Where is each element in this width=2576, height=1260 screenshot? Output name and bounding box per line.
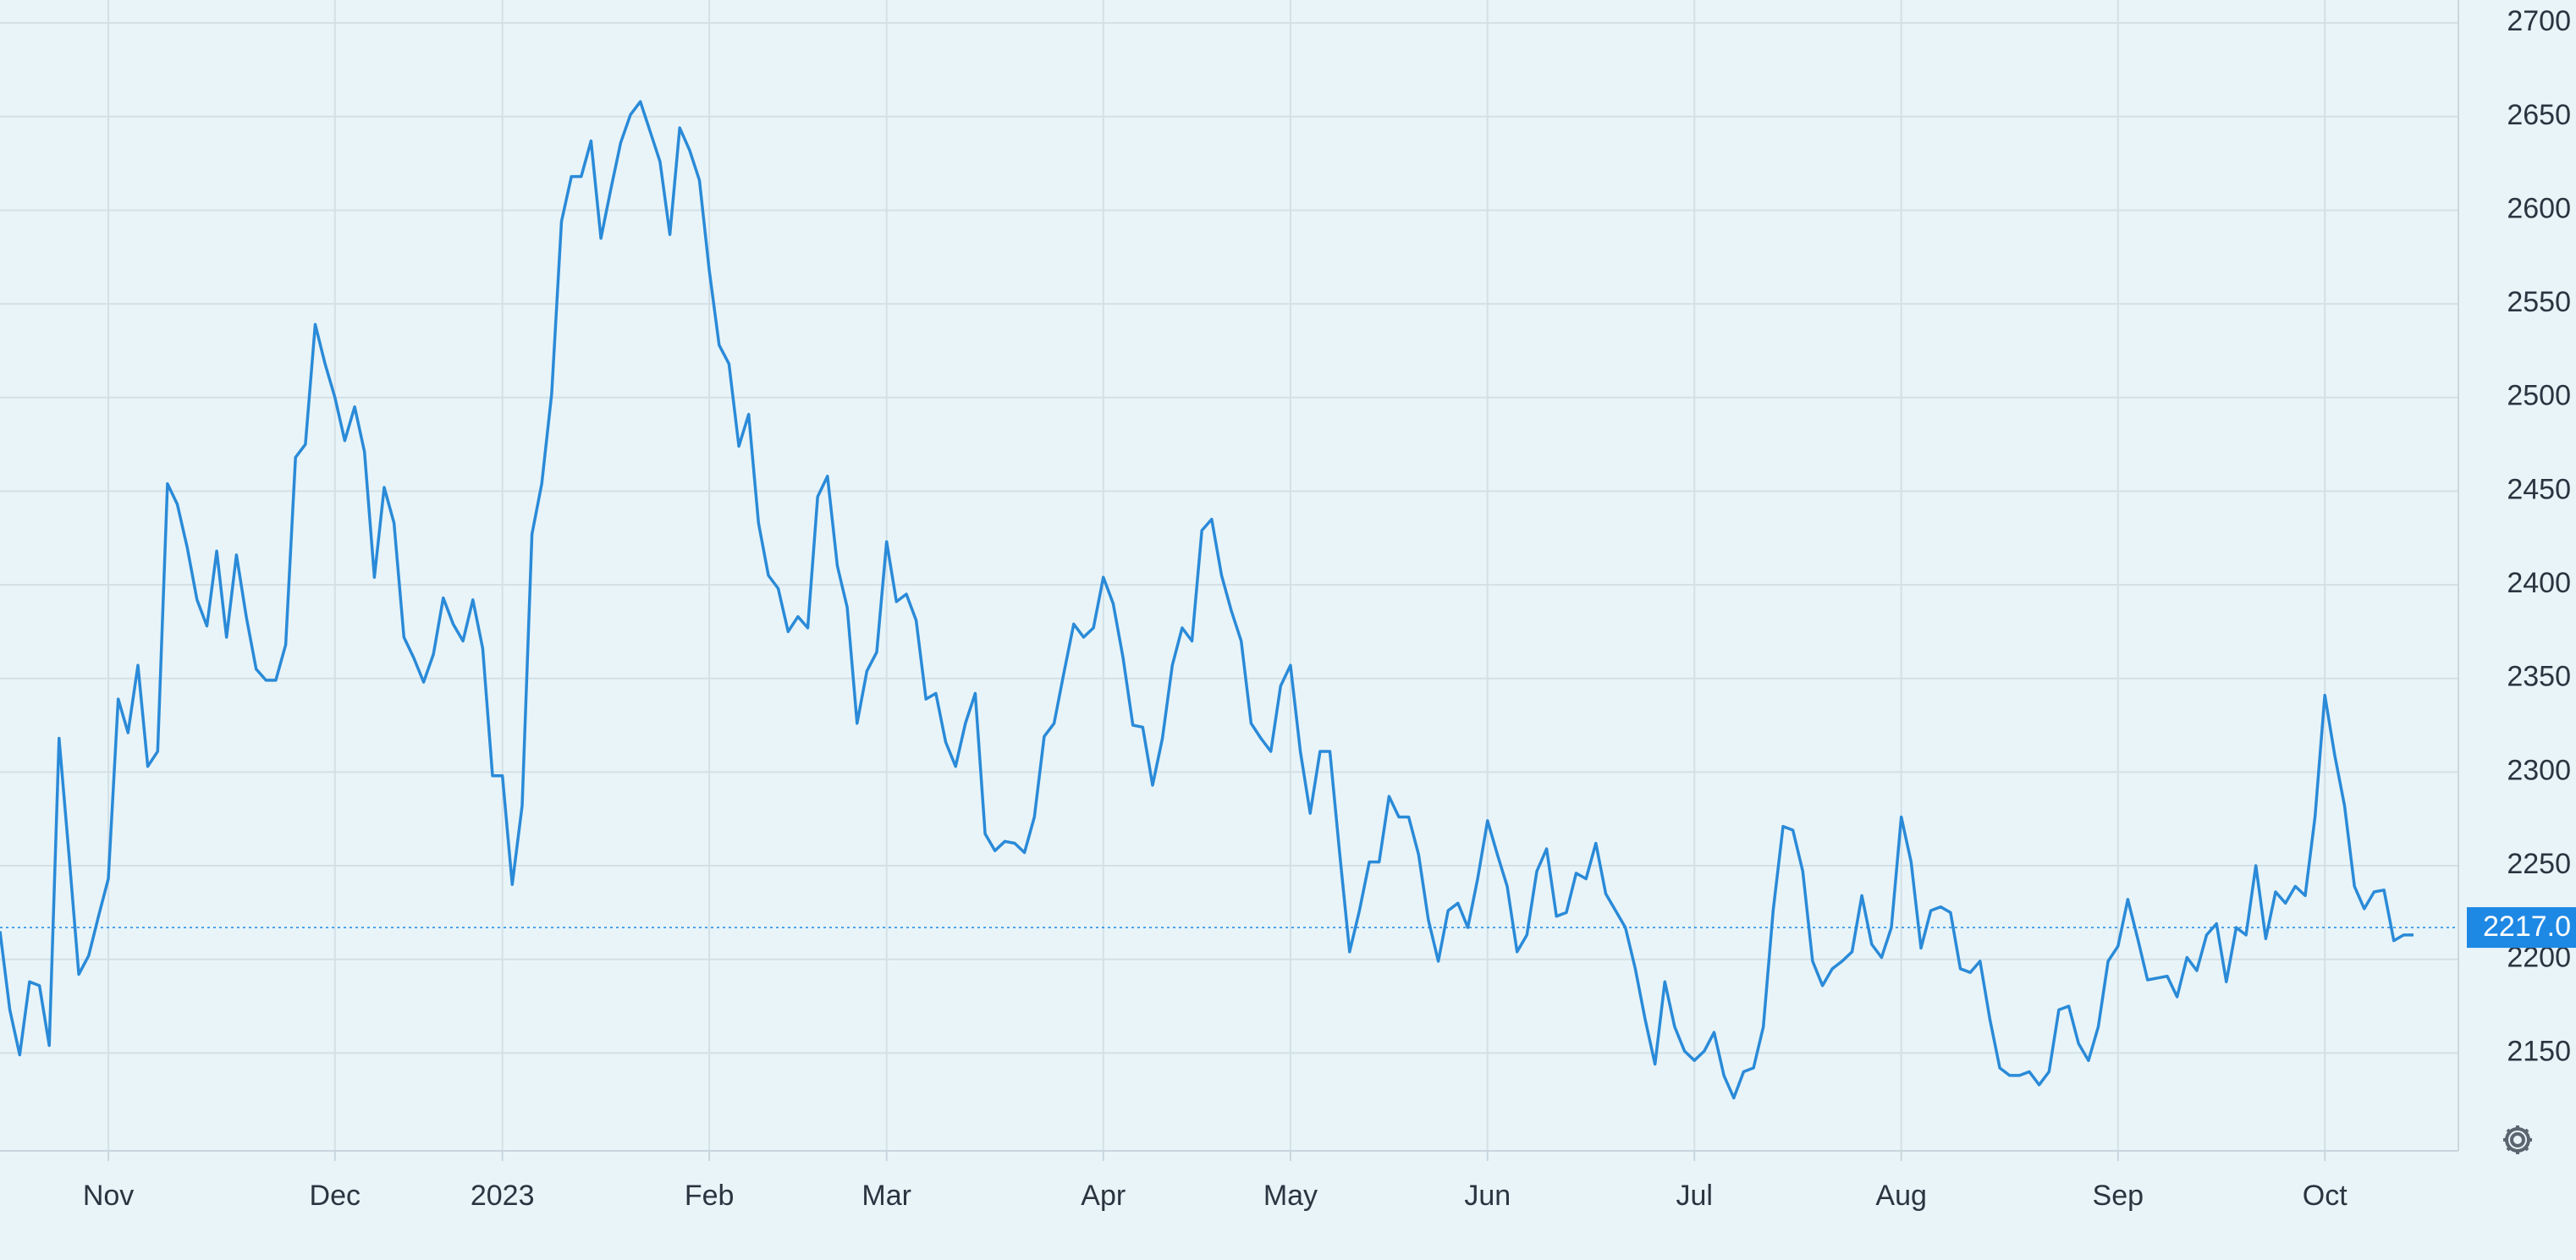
x-tick-label: Apr	[1081, 1180, 1126, 1212]
x-tick-label: Feb	[685, 1180, 735, 1212]
y-tick-label: 2400	[2507, 567, 2571, 599]
y-tick-label: 2550	[2507, 286, 2571, 318]
y-tick-label: 2150	[2507, 1035, 2571, 1067]
x-tick-label: Aug	[1875, 1180, 1927, 1212]
y-tick-label: 2700	[2507, 5, 2571, 37]
current-price-label: 2217.0	[2483, 911, 2571, 943]
x-tick-label: Dec	[310, 1180, 361, 1212]
x-tick-label: Mar	[861, 1180, 911, 1212]
x-tick-label: May	[1263, 1180, 1318, 1212]
y-tick-label: 2650	[2507, 99, 2571, 131]
price-line	[0, 100, 2414, 1100]
y-tick-label: 2300	[2507, 754, 2571, 786]
x-tick-label: Sep	[2093, 1180, 2144, 1212]
x-tick-label: Nov	[83, 1180, 134, 1212]
settings-icon[interactable]	[2503, 1125, 2532, 1154]
x-tick-label: Jul	[1676, 1180, 1712, 1212]
y-tick-label: 2500	[2507, 380, 2571, 412]
y-tick-label: 2450	[2507, 473, 2571, 505]
grid	[0, 0, 2458, 1151]
y-tick-label: 2250	[2507, 848, 2571, 880]
y-tick-label: 2350	[2507, 661, 2571, 693]
current-price-box	[2467, 907, 2576, 949]
y-tick-label: 2600	[2507, 192, 2571, 224]
x-tick-label: Jun	[1464, 1180, 1511, 1212]
x-tick-label: Oct	[2303, 1180, 2348, 1212]
x-tick-label: 2023	[471, 1180, 535, 1212]
